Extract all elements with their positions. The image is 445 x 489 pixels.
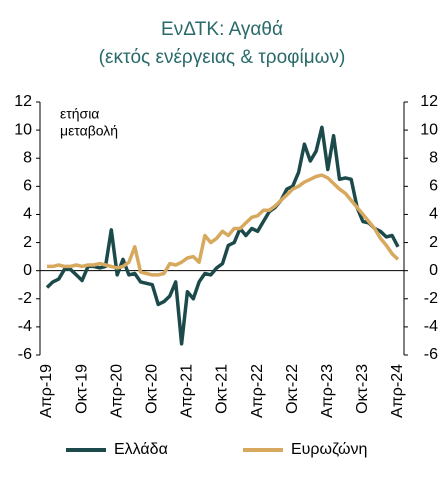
- y-tick-label: 6: [23, 178, 32, 195]
- y-tick-label: -4: [18, 318, 32, 335]
- y2-tick-label: 8: [429, 149, 438, 166]
- y-tick-label: 4: [23, 206, 32, 223]
- y2-tick-label: -4: [424, 318, 438, 335]
- annotation: ετήσια: [60, 106, 99, 122]
- y-tick-label: -2: [18, 290, 32, 307]
- x-tick-label: Απρ-20: [108, 364, 125, 418]
- y-tick-label: 10: [14, 121, 32, 138]
- y-tick-label: 2: [23, 234, 32, 251]
- chart-subtitle: (εκτός ενέργειας & τροφίμων): [99, 47, 346, 68]
- y2-tick-label: 0: [429, 262, 438, 279]
- series-line: [47, 173, 400, 277]
- x-tick-label: Απρ-19: [38, 364, 55, 418]
- x-tick-label: Οκτ-20: [144, 364, 161, 414]
- y2-tick-label: -2: [424, 290, 438, 307]
- x-tick-label: Οκτ-22: [284, 364, 301, 414]
- y-tick-label: 8: [23, 149, 32, 166]
- x-tick-label: Οκτ-21: [214, 364, 231, 414]
- x-tick-label: Απρ-22: [249, 364, 266, 418]
- y2-tick-label: 10: [420, 121, 438, 138]
- y-tick-label: -6: [18, 346, 32, 363]
- legend-label: Ελλάδα: [114, 441, 168, 458]
- x-tick-label: Απρ-21: [179, 364, 196, 418]
- y2-tick-label: 6: [429, 178, 438, 195]
- y-tick-label: 0: [23, 262, 32, 279]
- y2-tick-label: 12: [420, 93, 438, 110]
- series-line: [45, 125, 400, 346]
- y-tick-label: 12: [14, 93, 32, 110]
- y2-tick-label: -6: [424, 346, 438, 363]
- y2-tick-label: 4: [429, 206, 438, 223]
- x-tick-label: Οκτ-23: [354, 364, 371, 414]
- legend-label: Ευρωζώνη: [291, 441, 367, 458]
- x-tick-label: Οκτ-19: [73, 364, 90, 414]
- x-tick-label: Απρ-23: [319, 364, 336, 418]
- annotation: μεταβολή: [60, 123, 118, 139]
- chart-title: ΕνΔΤΚ: Αγαθά: [161, 19, 283, 40]
- x-tick-label: Απρ-24: [389, 364, 406, 418]
- y2-tick-label: 2: [429, 234, 438, 251]
